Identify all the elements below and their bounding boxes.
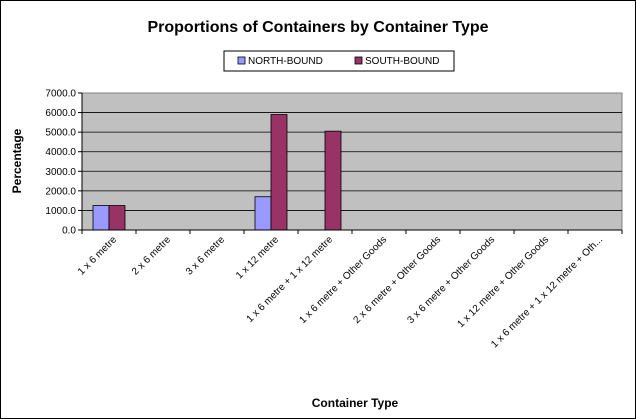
y-tick-label: 6000.0 [45,108,76,119]
bar-north-bound-3 [254,196,272,231]
y-axis-label: Percentage [10,128,24,193]
bar-south-bound-4 [324,130,342,231]
chart-title: Proportions of Containers by Container T… [147,19,488,36]
legend-swatch-south [354,56,363,65]
gridlines [82,112,622,211]
y-tick-label: 5000.0 [45,128,76,139]
bar-south-bound-3 [270,114,288,231]
y-tick-label: 1000.0 [45,206,76,217]
bar-north-bound-0 [92,205,110,231]
legend-label-north: NORTH-BOUND [248,56,323,67]
legend-label-south: SOUTH-BOUND [365,56,439,67]
y-tick-label: 3000.0 [45,167,76,178]
x-tick-label: 1 x 12 metre [234,234,281,281]
legend-swatch-north [237,56,246,65]
x-tick-label: 1 x 6 metre + 1 x 12 metre + Oth... [489,234,605,350]
y-tick-label: 0.0 [62,226,76,237]
legend: NORTH-BOUND SOUTH-BOUND [223,50,455,72]
x-tick-label: 2 x 6 metre + Other Goods [351,234,443,326]
legend-box [223,50,455,72]
x-tick-label: 1 x 6 metre [76,234,119,277]
y-tick-label: 4000.0 [45,147,76,158]
y-tick-label: 7000.0 [45,89,76,100]
x-tick-label: 1 x 6 metre + Other Goods [297,234,389,326]
y-axis-ticks: 0.0 1000.0 2000.0 3000.0 4000.0 5000.0 6000.0 7… [45,89,82,237]
x-tick-label: 3 x 6 metre + Other Goods [405,234,497,326]
x-axis-label: Container Type [312,396,399,410]
y-tick-label: 2000.0 [45,186,76,197]
x-axis-ticks: 1 x 6 metre 2 x 6 metre 3 x 6 metre 1 x 12 … [76,230,623,350]
bars [92,114,342,231]
x-tick-label: 2 x 6 metre [130,234,173,277]
x-tick-label: 1 x 12 metre + Other Goods [455,234,551,330]
x-tick-label: 1 x 6 metre + 1 x 12 metre [245,234,336,325]
x-tick-label: 3 x 6 metre [184,234,227,277]
bar-south-bound-0 [108,205,126,231]
plot-area [81,92,623,231]
